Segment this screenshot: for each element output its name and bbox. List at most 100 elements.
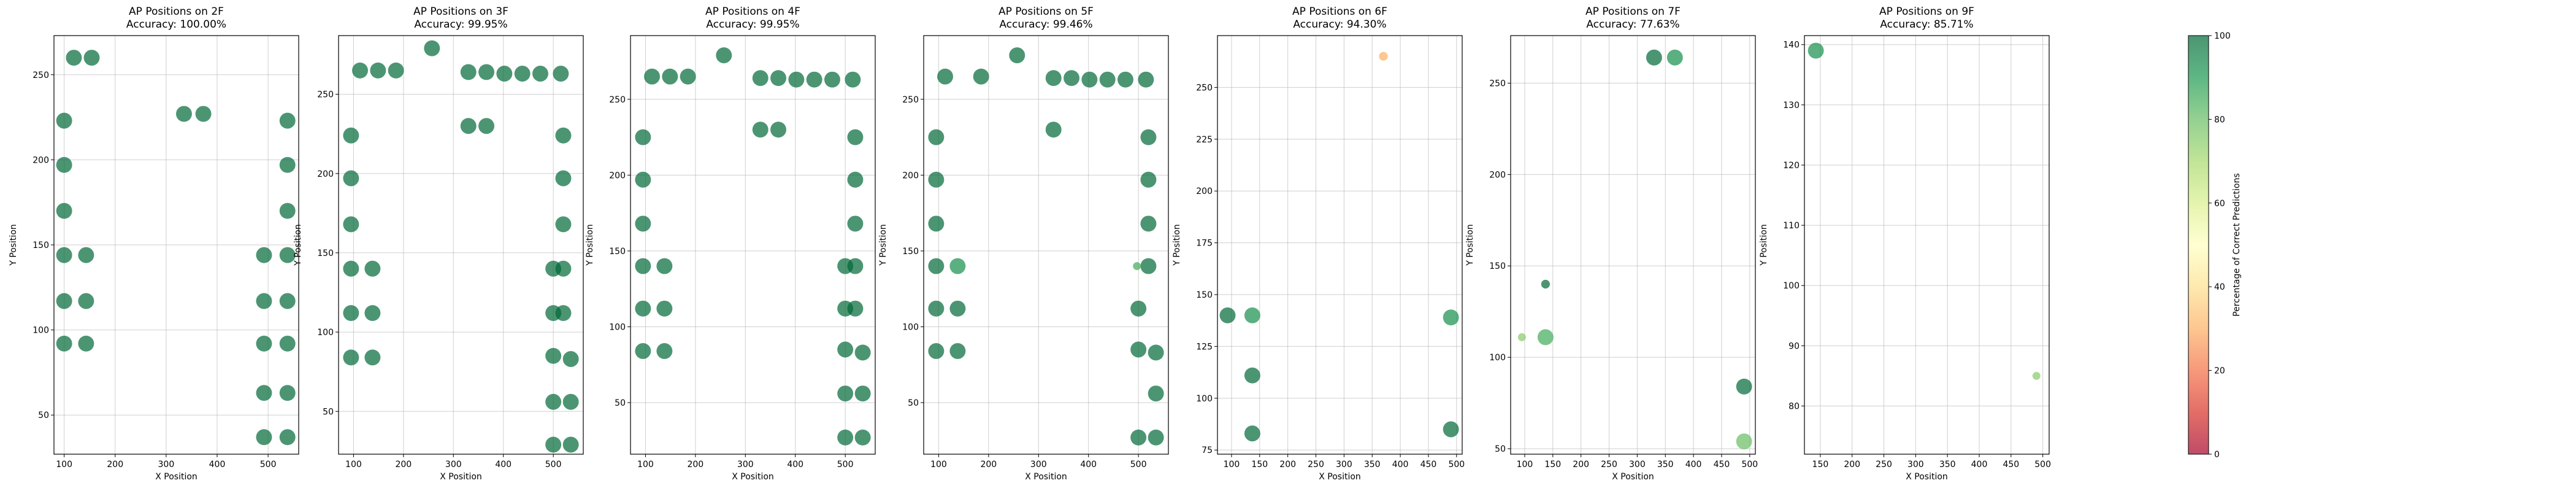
ap-point: [1117, 71, 1133, 88]
y-tick-label: 100: [1489, 353, 1506, 363]
ap-point: [279, 112, 296, 129]
y-tick-label: 50: [38, 411, 49, 420]
chart-subtitle: Accuracy: 77.63%: [1586, 18, 1679, 31]
ap-point: [1009, 47, 1025, 64]
ap-point: [1244, 425, 1260, 442]
ap-point: [545, 436, 562, 453]
ap-point: [1537, 329, 1554, 346]
ap-point: [1646, 49, 1662, 66]
panel-0: 100 200 300 400 500 50 100 150 200 250 AP Position…: [9, 6, 299, 482]
x-tick-label: 200: [1573, 460, 1589, 470]
x-tick-label: 300: [445, 460, 462, 470]
ap-point: [635, 171, 651, 188]
y-tick-label: 200: [1196, 187, 1213, 196]
ap-point: [1541, 279, 1550, 289]
ap-point: [370, 62, 386, 79]
x-tick-label: 400: [1685, 460, 1702, 470]
ap-point: [928, 343, 945, 359]
x-tick-label: 250: [1876, 460, 1892, 470]
ap-point: [928, 215, 945, 232]
ap-point: [1140, 171, 1157, 188]
ap-point: [635, 258, 651, 274]
ap-point: [478, 64, 494, 80]
ap-point: [553, 66, 569, 82]
ap-point: [279, 385, 296, 401]
ap-point: [854, 429, 871, 446]
ap-point: [256, 385, 272, 401]
x-tick-label: 500: [2034, 460, 2051, 470]
y-tick-label: 150: [902, 247, 919, 257]
ap-point: [949, 258, 966, 274]
y-tick-label: 200: [317, 169, 334, 179]
ap-point: [1140, 129, 1157, 145]
x-tick-label: 350: [1364, 460, 1381, 470]
colorbar-label: Percentage of Correct Predictions: [2232, 173, 2242, 317]
ap-point: [279, 247, 296, 263]
ap-point: [1443, 421, 1459, 438]
ap-point: [928, 171, 945, 188]
ap-point: [256, 247, 272, 263]
ap-point: [2032, 371, 2041, 380]
y-tick-label: 50: [323, 407, 334, 417]
ap-point: [716, 47, 732, 64]
y-tick-label: 150: [1489, 261, 1506, 271]
ap-point: [635, 343, 651, 359]
ap-point: [1133, 262, 1141, 271]
ap-point: [788, 71, 805, 88]
axes-frame: [923, 35, 1169, 455]
ap-point: [770, 122, 786, 138]
x-tick-label: 450: [1420, 460, 1437, 470]
ap-point: [1148, 429, 1164, 446]
y-tick-label: 250: [1196, 83, 1213, 93]
x-tick-label: 500: [545, 460, 562, 470]
ap-point: [949, 300, 966, 317]
y-tick-label: 200: [609, 171, 626, 180]
ap-point: [635, 300, 651, 317]
x-axis-label: X Position: [732, 472, 774, 482]
ap-point: [845, 71, 861, 88]
ap-point: [176, 106, 192, 122]
ap-point: [644, 68, 660, 85]
axes-frame: [338, 35, 584, 455]
x-tick-label: 100: [345, 460, 362, 470]
ap-point: [279, 203, 296, 219]
ap-point: [343, 170, 359, 187]
y-tick-label: 100: [1196, 394, 1213, 404]
x-tick-label: 200: [980, 460, 997, 470]
ap-point: [1140, 258, 1157, 274]
y-axis-label: Y Position: [1759, 224, 1769, 266]
ap-point: [555, 170, 572, 187]
x-tick-label: 400: [1080, 460, 1097, 470]
colorbar-tick-label: 100: [2214, 31, 2231, 41]
ap-point: [1736, 378, 1752, 395]
x-axis-label: X Position: [1612, 472, 1654, 482]
ap-point: [279, 157, 296, 173]
ap-point: [837, 385, 854, 402]
ap-point: [854, 344, 871, 361]
panel-4: 100 150 200 250 300 350 400 450 500 75 100 125 150 17…: [1172, 6, 1465, 482]
chart-subtitle: Accuracy: 100.00%: [126, 18, 226, 31]
x-tick-label: 400: [787, 460, 803, 470]
ap-point: [847, 215, 864, 232]
y-tick-label: 100: [317, 328, 334, 338]
ap-point: [545, 260, 562, 277]
chart-subtitle: Accuracy: 85.71%: [1880, 18, 1973, 31]
ap-point: [635, 215, 651, 232]
ap-point: [555, 127, 572, 144]
x-tick-label: 300: [1629, 460, 1646, 470]
ap-point: [928, 300, 945, 317]
x-tick-label: 500: [1741, 460, 1758, 470]
y-tick-label: 100: [33, 326, 49, 336]
x-tick-label: 200: [687, 460, 703, 470]
panel-2: 100 200 300 400 500 50 100 150 200 250 AP Position…: [585, 6, 876, 482]
panel-1: 100 200 300 400 500 50 100 150 200 250 AP Position…: [293, 6, 584, 482]
ap-point: [279, 429, 296, 446]
y-tick-label: 125: [1196, 342, 1213, 352]
y-tick-label: 250: [317, 90, 334, 100]
ap-point: [478, 118, 494, 134]
ap-point: [1045, 70, 1062, 87]
ap-point: [56, 157, 72, 173]
y-tick-label: 130: [1783, 101, 1800, 110]
ap-point: [847, 129, 864, 145]
